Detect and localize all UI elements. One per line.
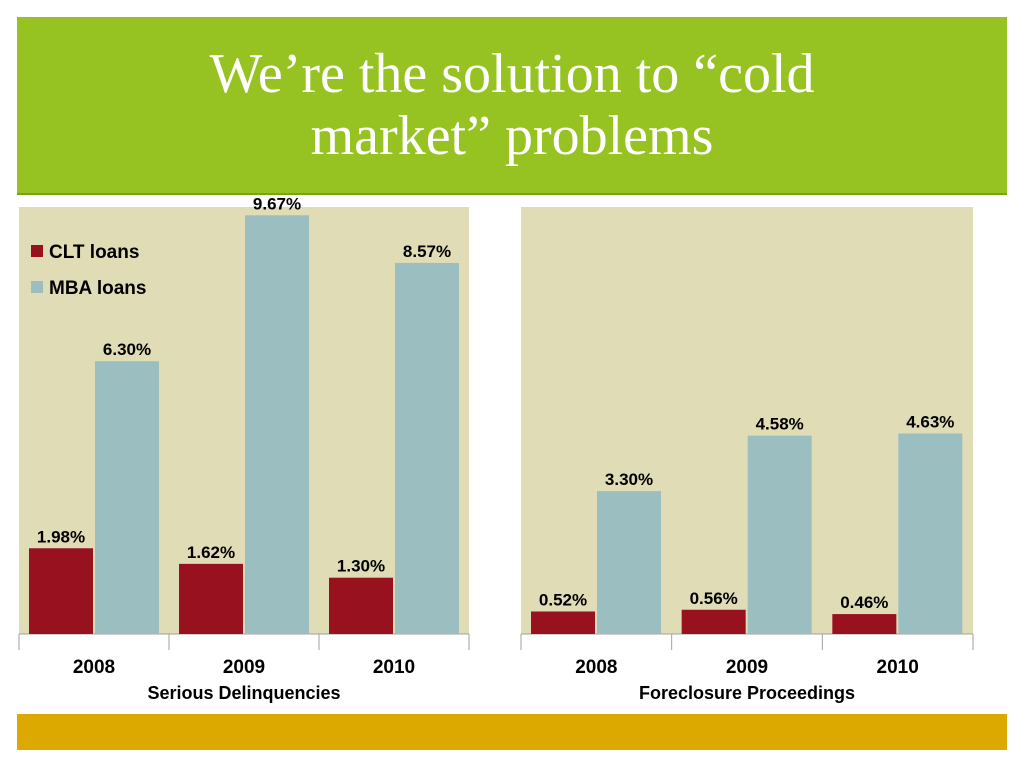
- data-label-2010-mba: 8.57%: [403, 242, 451, 261]
- legend-swatch-clt: [31, 245, 43, 257]
- x-tick-label-2009: 2009: [223, 657, 265, 678]
- x-tick-label-2010: 2010: [877, 657, 919, 678]
- x-tick-label-2008: 2008: [73, 657, 115, 678]
- x-tick-label-2010: 2010: [373, 657, 415, 678]
- data-label-2008-mba: 6.30%: [103, 340, 151, 359]
- bottom-accent-bar: [17, 714, 1007, 750]
- chart-2-plot-area: [521, 207, 973, 634]
- chart-1-plot-area: [19, 207, 469, 634]
- legend-swatch-mba: [31, 281, 43, 293]
- mba-bar-2010: [898, 433, 963, 634]
- clt-bar-2008: [29, 548, 93, 634]
- data-label-2009-mba: 9.67%: [253, 194, 301, 213]
- clt-bar-2009: [681, 609, 746, 634]
- x-tick-label-2009: 2009: [726, 657, 768, 678]
- legend-label-clt: CLT loans: [49, 242, 139, 263]
- data-label-2008-clt: 0.52%: [539, 590, 587, 609]
- mba-bar-2009: [245, 215, 309, 634]
- data-label-2010-clt: 0.46%: [840, 593, 888, 612]
- data-label-2009-clt: 1.62%: [187, 543, 235, 562]
- mba-bar-2008: [95, 361, 159, 634]
- legend-label-mba: MBA loans: [49, 278, 146, 299]
- clt-bar-2008: [531, 611, 595, 634]
- chart-2-x-axis-title: Foreclosure Proceedings: [639, 683, 855, 703]
- data-label-2009-clt: 0.56%: [690, 589, 738, 608]
- data-label-2010-clt: 1.30%: [337, 557, 385, 576]
- title-banner: We’re the solution to “cold market” prob…: [17, 17, 1007, 195]
- data-label-2008-mba: 3.30%: [605, 470, 653, 489]
- clt-bar-2010: [832, 614, 897, 634]
- data-label-2010-mba: 4.63%: [906, 413, 954, 432]
- mba-bar-2010: [395, 262, 459, 634]
- slide-title: We’re the solution to “cold market” prob…: [209, 43, 815, 167]
- clt-bar-2010: [329, 577, 393, 634]
- data-label-2008-clt: 1.98%: [37, 527, 85, 546]
- data-label-2009-mba: 4.58%: [756, 415, 804, 434]
- mba-bar-2009: [747, 435, 812, 634]
- mba-bar-2008: [597, 491, 661, 634]
- chart-1-x-axis-title: Serious Delinquencies: [147, 683, 340, 703]
- clt-bar-2009: [179, 563, 243, 634]
- x-tick-label-2008: 2008: [575, 657, 617, 678]
